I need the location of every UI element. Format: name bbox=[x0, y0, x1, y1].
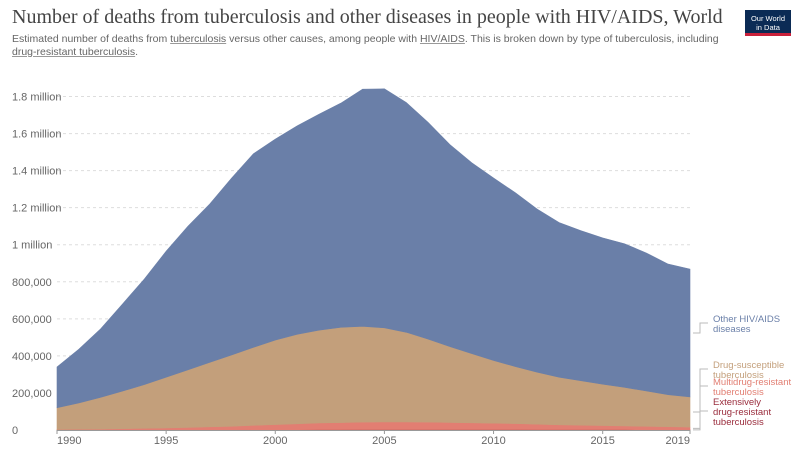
legend-label-xdr[interactable]: Extensively bbox=[713, 397, 761, 408]
y-tick-label: 1.4 million bbox=[12, 166, 62, 178]
subtitle-text: versus other causes, among people with bbox=[226, 33, 420, 45]
subtitle-text: . This is broken down by type of tubercu… bbox=[464, 33, 719, 45]
axis-layer: 0 200,000 400,000 600,000 800,000 1 million 1.… bbox=[12, 92, 691, 447]
x-tick-label: 2019 bbox=[666, 435, 690, 447]
tuberculosis-link[interactable]: tuberculosis bbox=[170, 33, 227, 45]
y-tick-label: 1.8 million bbox=[12, 92, 62, 104]
legend-layer: Other HIV/AIDSdiseasesDrug-susceptibletu… bbox=[693, 314, 791, 431]
x-tick-label: 1995 bbox=[154, 435, 178, 447]
legend-label-susceptible[interactable]: Drug-susceptible bbox=[713, 360, 784, 371]
legend-label-other[interactable]: diseases bbox=[713, 324, 751, 335]
legend-label-other[interactable]: Other HIV/AIDS bbox=[713, 314, 780, 325]
y-tick-label: 1.6 million bbox=[12, 129, 62, 141]
chart-title: Number of deaths from tuberculosis and o… bbox=[12, 6, 723, 28]
hiv-aids-link[interactable]: HIV/AIDS bbox=[419, 33, 465, 45]
x-tick-label: 1990 bbox=[57, 435, 81, 447]
x-tick-label: 2000 bbox=[263, 435, 287, 447]
x-tick-label: 2005 bbox=[372, 435, 396, 447]
chart-subtitle: Estimated number of deaths from tubercul… bbox=[12, 33, 722, 59]
x-tick-label: 2010 bbox=[481, 435, 505, 447]
legend-label-mdr[interactable]: tuberculosis bbox=[713, 387, 764, 398]
subtitle-text: Estimated number of deaths from bbox=[12, 33, 171, 45]
area-series-other[interactable] bbox=[56, 88, 691, 409]
y-tick-label: 0 bbox=[12, 425, 18, 437]
y-tick-label: 1.2 million bbox=[12, 203, 62, 215]
logo-line-2: in Data bbox=[756, 23, 780, 32]
legend-label-xdr[interactable]: tuberculosis bbox=[713, 417, 764, 428]
y-tick-label: 200,000 bbox=[12, 388, 52, 400]
legend-connector bbox=[693, 385, 708, 429]
y-tick-label: 600,000 bbox=[12, 314, 52, 326]
y-tick-label: 1 million bbox=[12, 240, 52, 252]
area-layer bbox=[56, 88, 691, 431]
legend-label-mdr[interactable]: Multidrug-resistant bbox=[713, 377, 791, 388]
owid-logo[interactable]: Our World in Data bbox=[745, 10, 791, 36]
subtitle-text: . bbox=[135, 46, 139, 58]
y-tick-label: 400,000 bbox=[12, 351, 52, 363]
drug-resistant-tuberculosis-link[interactable]: drug-resistant tuberculosis bbox=[12, 46, 136, 58]
logo-line-1: Our World bbox=[750, 14, 786, 23]
legend-label-xdr[interactable]: drug-resistant bbox=[713, 407, 771, 418]
y-tick-label: 800,000 bbox=[12, 277, 52, 289]
x-tick-label: 2015 bbox=[590, 435, 614, 447]
legend-connector bbox=[693, 410, 708, 431]
legend-label-susceptible[interactable]: tuberculosis bbox=[713, 370, 764, 381]
legend-connector bbox=[693, 322, 708, 334]
